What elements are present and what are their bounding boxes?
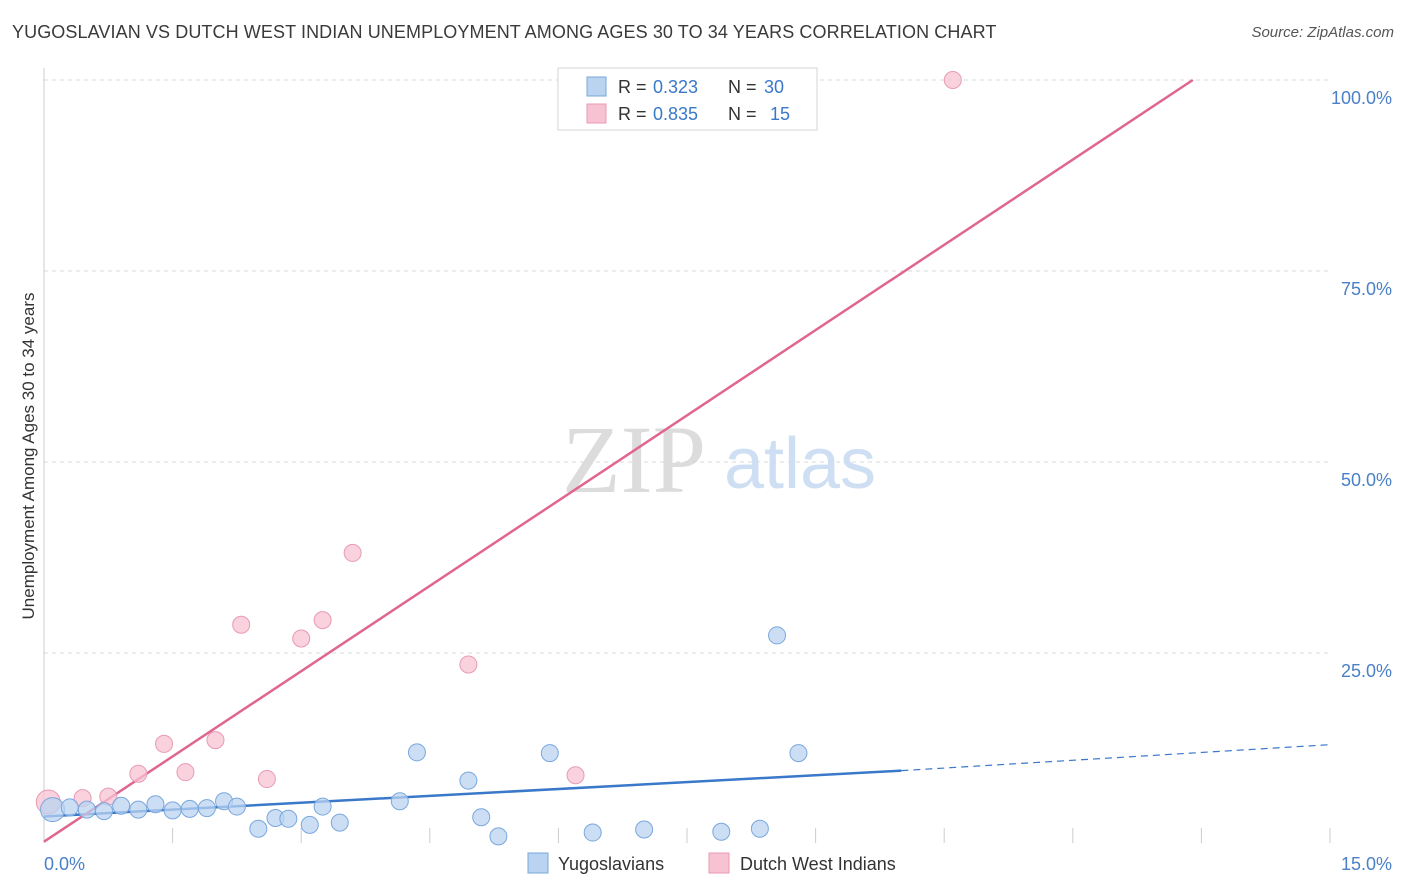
point-yugoslavians-15 bbox=[300, 815, 319, 834]
y-tick-label-75: 75.0% bbox=[1341, 279, 1392, 299]
point-yugoslavians-19 bbox=[407, 743, 426, 762]
point-yugoslavians-9 bbox=[197, 799, 216, 818]
chart-title: YUGOSLAVIAN VS DUTCH WEST INDIAN UNEMPLO… bbox=[12, 22, 997, 42]
legend-n-label-2: N = bbox=[728, 104, 757, 124]
legend-n-label-1: N = bbox=[728, 77, 757, 97]
point-yugoslavians-27 bbox=[750, 819, 769, 838]
y-tick-label-50: 50.0% bbox=[1341, 470, 1392, 490]
data-points bbox=[35, 71, 962, 846]
legend-r-label-1: R = bbox=[618, 77, 647, 97]
legend-n-value-2: 15 bbox=[770, 104, 790, 124]
legend-n-value-1: 30 bbox=[764, 77, 784, 97]
legend-bottom-swatch-yugoslavians bbox=[527, 852, 549, 874]
point-yugoslavians-5 bbox=[129, 800, 148, 819]
legend-r-value-2: 0.835 bbox=[653, 104, 698, 124]
y-tick-label-100: 100.0% bbox=[1331, 88, 1392, 108]
stats-legend: R = 0.323 N = 30 R = 0.835 N = 15 bbox=[557, 67, 818, 131]
point-yugoslavians-4 bbox=[112, 796, 131, 815]
y-tick-label-25: 25.0% bbox=[1341, 661, 1392, 681]
legend-bottom-label-yugoslavians: Yugoslavians bbox=[558, 854, 664, 874]
point-yugoslavians-17 bbox=[330, 813, 349, 832]
point-yugoslavians-7 bbox=[163, 801, 182, 820]
watermark-zip: ZIP bbox=[562, 406, 706, 513]
x-axis-ticks bbox=[43, 828, 1331, 843]
point-yugoslavians-2 bbox=[77, 800, 96, 819]
point-dutch-west-indians-3 bbox=[129, 764, 148, 783]
point-dutch-west-indians-9 bbox=[292, 629, 311, 648]
source-credit: Source: ZipAtlas.com bbox=[1251, 24, 1394, 41]
point-dutch-west-indians-12 bbox=[459, 655, 478, 674]
gridlines bbox=[44, 79, 1330, 654]
point-dutch-west-indians-10 bbox=[313, 611, 332, 630]
point-yugoslavians-26 bbox=[712, 822, 731, 841]
point-yugoslavians-11 bbox=[227, 797, 246, 816]
point-yugoslavians-28 bbox=[768, 626, 787, 645]
point-dutch-west-indians-8 bbox=[257, 770, 276, 789]
trend-line-yugoslavians-extension bbox=[901, 744, 1331, 772]
point-yugoslavians-18 bbox=[390, 792, 409, 811]
x-tick-label-max: 15.0% bbox=[1341, 854, 1392, 874]
series-legend: Yugoslavians Dutch West Indians bbox=[527, 852, 896, 874]
legend-swatch-dutch-west-indians bbox=[586, 103, 607, 124]
point-yugoslavians-6 bbox=[146, 795, 165, 814]
legend-swatch-yugoslavians bbox=[586, 76, 607, 97]
watermark-atlas: atlas bbox=[724, 424, 876, 504]
point-yugoslavians-12 bbox=[249, 819, 268, 838]
point-dutch-west-indians-13 bbox=[566, 766, 585, 785]
point-yugoslavians-3 bbox=[95, 802, 114, 821]
point-dutch-west-indians-6 bbox=[206, 731, 225, 750]
point-yugoslavians-21 bbox=[472, 808, 491, 827]
point-yugoslavians-23 bbox=[540, 744, 559, 763]
point-yugoslavians-22 bbox=[489, 827, 508, 846]
point-yugoslavians-8 bbox=[180, 799, 199, 818]
y-axis-label: Unemployment Among Ages 30 to 34 years bbox=[19, 293, 38, 620]
legend-r-value-1: 0.323 bbox=[653, 77, 698, 97]
point-yugoslavians-14 bbox=[279, 809, 298, 828]
point-dutch-west-indians-7 bbox=[232, 615, 251, 634]
point-dutch-west-indians-4 bbox=[155, 734, 174, 753]
y-tick-labels: 25.0% 50.0% 75.0% 100.0% bbox=[1331, 88, 1392, 681]
x-tick-label-min: 0.0% bbox=[44, 854, 85, 874]
point-dutch-west-indians-14 bbox=[943, 71, 962, 89]
legend-bottom-label-dutch-west-indians: Dutch West Indians bbox=[740, 854, 896, 874]
point-yugoslavians-29 bbox=[789, 744, 808, 763]
point-yugoslavians-0 bbox=[40, 797, 66, 823]
legend-r-label-2: R = bbox=[618, 104, 647, 124]
point-yugoslavians-20 bbox=[459, 771, 478, 790]
point-yugoslavians-24 bbox=[583, 823, 602, 842]
trend-line-dutch-west-indians bbox=[43, 78, 1194, 843]
point-dutch-west-indians-5 bbox=[176, 763, 195, 782]
point-yugoslavians-16 bbox=[313, 797, 332, 816]
point-dutch-west-indians-11 bbox=[343, 543, 362, 562]
point-yugoslavians-1 bbox=[60, 798, 79, 817]
point-yugoslavians-25 bbox=[635, 820, 654, 839]
legend-bottom-swatch-dutch-west-indians bbox=[708, 852, 730, 874]
